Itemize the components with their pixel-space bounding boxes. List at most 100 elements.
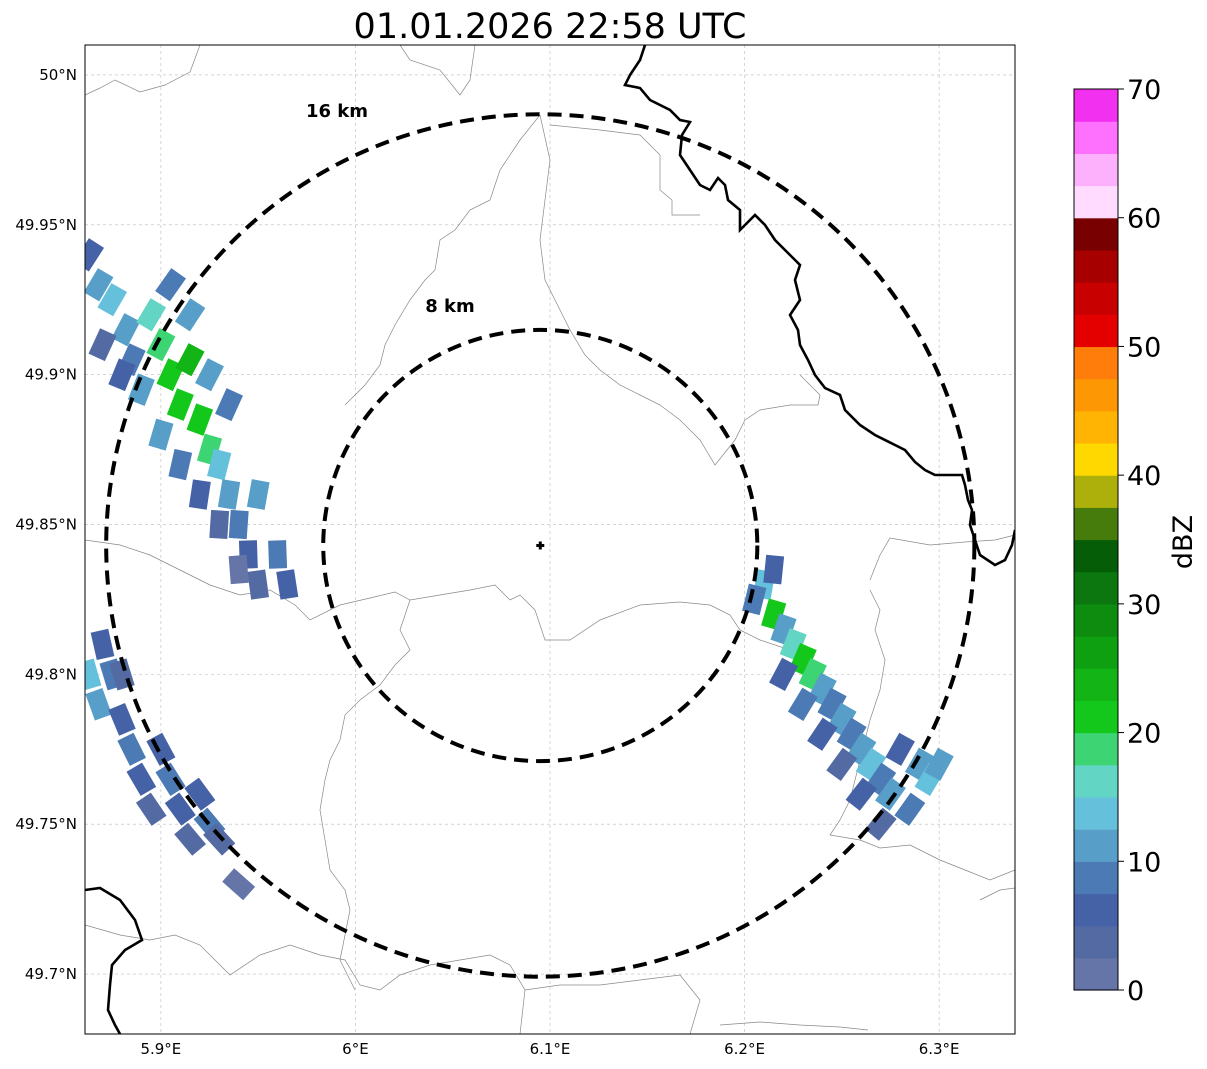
colorbar-segments — [1074, 89, 1118, 991]
echo-cell — [268, 540, 288, 569]
echo-cell — [85, 658, 102, 691]
echo-cell — [924, 747, 954, 781]
echo-cell — [195, 358, 224, 392]
admin-boundary — [85, 45, 201, 96]
colorbar-segment — [1074, 185, 1118, 219]
echo-cell — [127, 373, 155, 406]
country-border — [623, 45, 1015, 567]
echo-cell — [864, 807, 897, 841]
colorbar-segment — [1074, 829, 1118, 862]
echo-cell — [742, 583, 767, 616]
colorbar-segment — [1074, 442, 1118, 476]
colorbar: 0 10 20 30 40 50 60 70 dBZ — [1073, 75, 1199, 1007]
echo-cell — [97, 283, 128, 317]
colorbar-segment — [1074, 571, 1118, 605]
echo-cell — [175, 343, 205, 377]
echo-cell — [207, 448, 232, 481]
radar-site-marker — [536, 541, 545, 550]
range-ring-8km — [321, 327, 760, 764]
echo-cell — [826, 747, 858, 781]
x-tick-label: 5.9°E — [140, 1040, 181, 1058]
colorbar-tick-label: 30 — [1127, 590, 1161, 621]
colorbar-segment — [1074, 378, 1118, 412]
colorbar-tick-label: 40 — [1127, 461, 1161, 492]
echo-cell — [85, 238, 105, 272]
echo-cell — [186, 403, 214, 436]
echo-cell — [136, 298, 167, 332]
echo-cell — [836, 717, 867, 751]
echo-cell — [845, 777, 877, 811]
ring-label-16km: 16 km — [306, 101, 368, 122]
admin-boundary — [869, 534, 1015, 581]
echo-cell — [146, 328, 176, 362]
admin-boundary — [549, 124, 700, 216]
echo-cell — [148, 418, 174, 451]
colorbar-segment — [1074, 925, 1118, 959]
echo-cell — [769, 657, 799, 691]
echo-cell — [215, 388, 243, 422]
echo-cell — [85, 688, 112, 721]
colorbar-segment — [1074, 217, 1118, 251]
colorbar-segment — [1074, 732, 1118, 766]
echo-cell — [164, 792, 196, 826]
colorbar-label: dBZ — [1168, 515, 1199, 569]
admin-boundary — [979, 887, 1015, 901]
echo-cell — [117, 732, 146, 766]
colorbar-segment — [1074, 957, 1118, 991]
ring-label-8km: 8 km — [425, 296, 475, 317]
echo-cell — [763, 554, 785, 585]
echo-cell — [135, 792, 167, 826]
y-tick-label: 49.75°N — [15, 815, 77, 833]
map-axes: 5.9°E 6°E 6.1°E 6.2°E 6.3°E 49.7°N49.75°N49.… — [15, 44, 1016, 1058]
echo-cell — [217, 479, 241, 510]
echo-cell — [904, 747, 935, 781]
colorbar-segment — [1074, 153, 1118, 187]
echo-cell — [155, 762, 186, 796]
colorbar-tick-label: 0 — [1127, 976, 1144, 1007]
admin-boundary — [319, 599, 411, 991]
y-axis-ticks: 49.7°N 49.75°N 49.8°N 49.85°N 49.9°N 49.95°N 5… — [15, 66, 77, 983]
y-tick-label: 49.85°N — [15, 516, 77, 534]
colorbar-tick-label: 50 — [1127, 332, 1161, 363]
admin-boundary — [869, 589, 886, 691]
echo-cell — [228, 554, 249, 585]
y-tick-label: 49.7°N — [25, 965, 77, 983]
colorbar-segment — [1074, 861, 1118, 895]
x-tick-label: 6.3°E — [919, 1040, 960, 1058]
colorbar-tick-label: 70 — [1127, 75, 1161, 106]
echo-cell — [885, 732, 915, 766]
figure-title: 01.01.2026 22:58 UTC — [354, 7, 747, 47]
echo-band-northwest-band — [85, 238, 299, 600]
x-tick-label: 6.2°E — [724, 1040, 765, 1058]
echo-cell — [798, 657, 827, 691]
echo-cell — [90, 628, 115, 661]
echo-cell — [108, 358, 136, 392]
echo-cell — [276, 569, 299, 600]
colorbar-segment — [1074, 507, 1118, 541]
colorbar-segment — [1074, 89, 1118, 122]
echo-band-east-band — [742, 554, 954, 841]
x-tick-label: 6°E — [342, 1040, 369, 1058]
colorbar-segment — [1074, 893, 1118, 927]
colorbar-ticks: 0 10 20 30 40 50 60 70 — [1118, 75, 1161, 1007]
echo-cell — [155, 268, 186, 302]
echo-cell — [779, 628, 807, 661]
echo-cell — [222, 868, 256, 901]
colorbar-tick-label: 60 — [1127, 204, 1161, 235]
country-border — [85, 886, 144, 1034]
colorbar-tick-label: 10 — [1127, 847, 1161, 878]
echo-cell — [174, 298, 206, 332]
colorbar-segment — [1074, 764, 1118, 798]
echo-cell — [188, 479, 211, 510]
colorbar-segment — [1074, 121, 1118, 154]
x-axis-ticks: 5.9°E 6°E 6.1°E 6.2°E 6.3°E — [140, 1040, 959, 1058]
colorbar-segment — [1074, 410, 1118, 444]
y-tick-label: 49.9°N — [25, 366, 77, 384]
range-rings — [104, 112, 977, 979]
echo-cell — [228, 509, 249, 540]
admin-boundary — [539, 114, 821, 466]
echo-cell — [126, 762, 157, 796]
map-frame — [84, 44, 1016, 1035]
admin-boundary — [524, 974, 701, 1034]
